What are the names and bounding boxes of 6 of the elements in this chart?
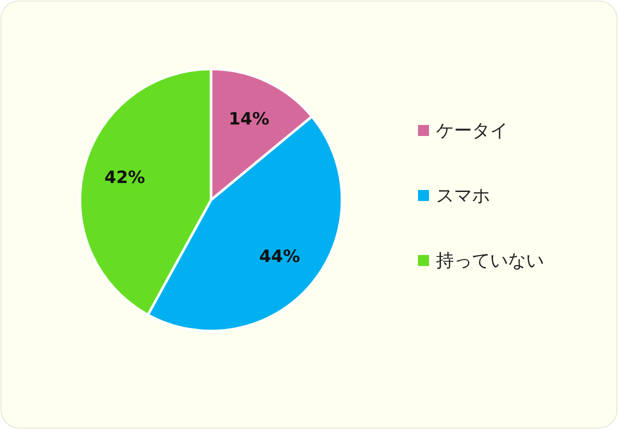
legend-label: 持っていない: [436, 250, 544, 272]
data-label: 42%: [104, 168, 146, 188]
legend-label: ケータイ: [436, 120, 508, 142]
legend-label: スマホ: [436, 186, 490, 206]
data-label: 44%: [259, 246, 300, 267]
data-label: 14%: [228, 109, 270, 130]
